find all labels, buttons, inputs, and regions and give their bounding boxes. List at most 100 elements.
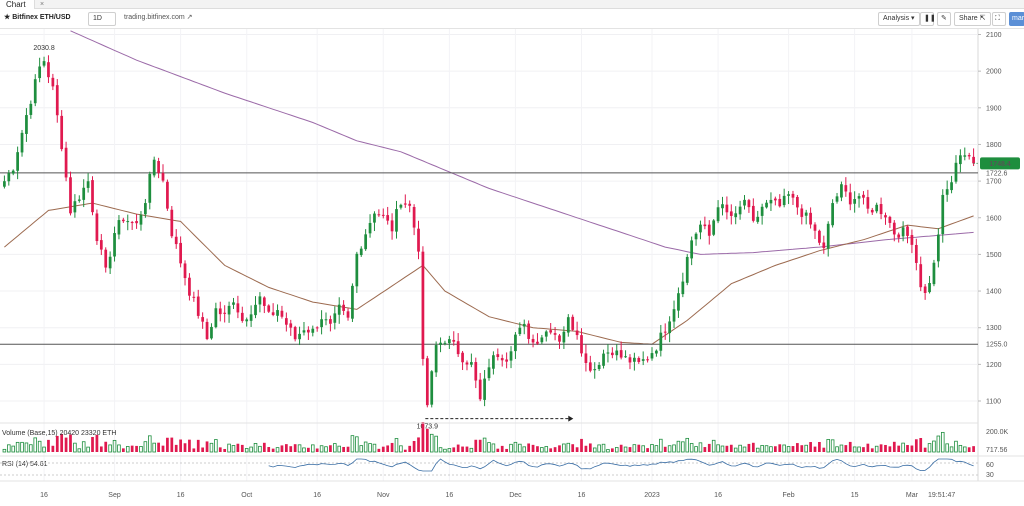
interval-selector[interactable]: 1D bbox=[88, 12, 116, 26]
candle-body bbox=[540, 337, 544, 343]
candle-body bbox=[914, 244, 918, 263]
candle-body bbox=[201, 317, 205, 322]
candle-body bbox=[214, 308, 218, 328]
candle bbox=[756, 210, 760, 224]
candle bbox=[232, 297, 235, 309]
candle bbox=[77, 195, 81, 203]
volume-bar bbox=[51, 445, 55, 452]
volume-bar bbox=[500, 445, 504, 452]
candle-body bbox=[192, 296, 196, 298]
rsi-line bbox=[268, 458, 974, 472]
fullscreen-icon[interactable]: ⛶ bbox=[992, 12, 1006, 26]
volume-bar bbox=[958, 444, 963, 453]
candle-body bbox=[210, 326, 213, 339]
candle bbox=[271, 303, 275, 317]
candle-body bbox=[425, 358, 429, 406]
volume-bar bbox=[487, 442, 491, 453]
candle bbox=[721, 196, 724, 216]
candle-body bbox=[262, 297, 266, 306]
y-tick-label: 2000 bbox=[986, 69, 1002, 76]
candle-body bbox=[38, 66, 42, 79]
candle bbox=[121, 217, 125, 223]
volume-bar bbox=[297, 444, 302, 453]
candle-body bbox=[707, 224, 711, 236]
interval-label: 1D bbox=[93, 15, 102, 22]
volume-bar bbox=[381, 446, 385, 452]
candle bbox=[800, 204, 804, 225]
candle-body bbox=[170, 209, 174, 237]
candle-body bbox=[641, 359, 645, 361]
chart-tab[interactable]: Chart bbox=[0, 0, 35, 9]
volume-bar bbox=[86, 446, 90, 453]
candle-body bbox=[64, 147, 68, 178]
candle bbox=[152, 156, 156, 178]
x-tick-label: Nov bbox=[377, 492, 390, 499]
candle bbox=[452, 331, 456, 346]
candle-body bbox=[663, 331, 667, 333]
candle-body bbox=[86, 181, 90, 188]
candle-body bbox=[884, 215, 887, 218]
x-tick-label: 16 bbox=[445, 492, 453, 499]
candle bbox=[681, 272, 685, 298]
volume-bar bbox=[302, 447, 306, 453]
candle bbox=[536, 333, 539, 345]
candle-body bbox=[364, 234, 368, 250]
candle bbox=[390, 213, 394, 240]
volume-bar bbox=[69, 434, 72, 452]
candle bbox=[857, 193, 861, 208]
candle bbox=[694, 232, 698, 246]
candle bbox=[500, 354, 504, 367]
source-link[interactable]: trading.bitfinex.com ↗ bbox=[120, 12, 197, 26]
candle bbox=[302, 321, 306, 336]
candle bbox=[139, 211, 143, 231]
volume-bar bbox=[307, 447, 310, 452]
analysis-button[interactable]: Analysis ▾ bbox=[878, 12, 920, 26]
symbol-selector[interactable]: ★ Bitfinex ETH/USD bbox=[0, 12, 75, 26]
candle-body bbox=[619, 350, 623, 358]
volume-bar bbox=[20, 441, 24, 453]
candle bbox=[42, 56, 46, 68]
volume-bar bbox=[319, 445, 324, 453]
candle bbox=[773, 196, 777, 206]
volume-bar bbox=[826, 439, 830, 453]
time-axis[interactable]: 16 Sep 16 Oct 16 Nov 16 Dec 16 2023 16 Feb 15 Mar 19:5… bbox=[0, 480, 1024, 499]
candle bbox=[818, 229, 821, 246]
volume-bar bbox=[571, 444, 575, 452]
candle-body bbox=[954, 162, 958, 182]
candle-body bbox=[690, 240, 694, 259]
pencil-icon[interactable]: ✎ bbox=[937, 12, 951, 26]
price-axis[interactable]: 1100 1200 1300 1400 1500 1600 1700 1800 1900 2000… bbox=[978, 32, 1008, 406]
candle bbox=[368, 214, 372, 238]
candle-body bbox=[465, 362, 469, 365]
volume-bar bbox=[399, 445, 403, 453]
candle-body bbox=[205, 321, 209, 340]
candle bbox=[60, 110, 64, 152]
candle bbox=[324, 312, 328, 326]
candle-body bbox=[368, 222, 372, 234]
volume-bar bbox=[945, 443, 949, 453]
candle bbox=[86, 173, 90, 193]
rsi-title: RSI (14) 54.61 bbox=[2, 461, 48, 468]
market-button[interactable]: mar bbox=[1009, 12, 1024, 26]
candle bbox=[884, 212, 887, 225]
volume-bar bbox=[879, 444, 883, 452]
candle bbox=[443, 340, 447, 346]
candle bbox=[359, 246, 363, 257]
pause-icon[interactable]: ❚❚ bbox=[920, 12, 936, 26]
volume-bar bbox=[201, 447, 205, 452]
candle-body bbox=[659, 332, 663, 351]
volume-bar bbox=[77, 448, 82, 453]
close-icon[interactable]: × bbox=[40, 1, 45, 8]
volume-bar bbox=[923, 447, 927, 452]
star-icon[interactable]: ★ bbox=[4, 14, 11, 21]
share-button[interactable]: Share ⇱ bbox=[954, 12, 991, 26]
candle-body bbox=[588, 362, 592, 371]
candle bbox=[897, 232, 901, 243]
candle bbox=[38, 57, 42, 83]
candle-body bbox=[33, 79, 37, 104]
candle bbox=[796, 194, 799, 215]
candle-body bbox=[492, 355, 495, 369]
candle-body bbox=[320, 319, 323, 328]
source-url: trading.bitfinex.com bbox=[124, 14, 185, 21]
